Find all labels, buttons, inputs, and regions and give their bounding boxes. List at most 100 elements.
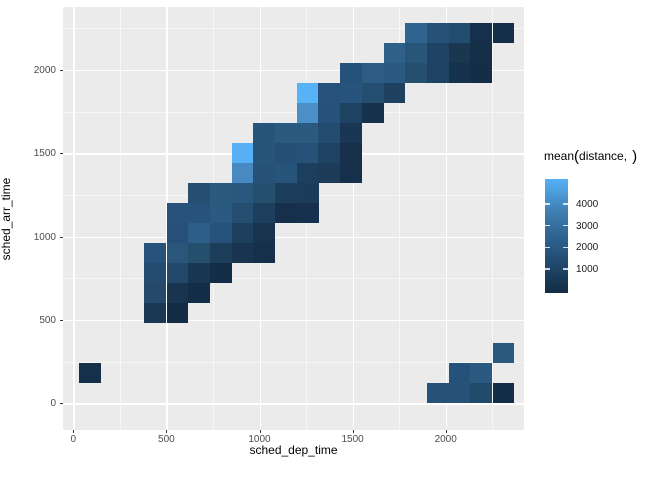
legend-tick-left (545, 246, 550, 249)
heatmap-tile (253, 183, 276, 204)
heatmap-tile (253, 123, 276, 144)
heatmap-tile (253, 243, 276, 264)
grid-major-y (63, 236, 524, 238)
heatmap-tile (362, 63, 384, 84)
legend-tick-left (545, 203, 550, 205)
grid-minor-y (63, 28, 524, 30)
heatmap-tile (470, 363, 492, 384)
legend-tick-right (563, 268, 568, 270)
heatmap-tile (383, 43, 406, 64)
heatmap-tile (166, 223, 189, 244)
heatmap-tile (427, 23, 450, 44)
heatmap-tile (339, 123, 362, 144)
x-axis-title: sched_dep_time (249, 443, 338, 457)
grid-major-y (63, 319, 524, 322)
heatmap-tile (210, 263, 232, 284)
y-tick-mark (60, 70, 63, 71)
heatmap-tile (166, 263, 189, 284)
heatmap-tile (231, 223, 254, 244)
plot-panel (63, 7, 524, 430)
heatmap-tile (470, 383, 492, 404)
heatmap-tile (427, 63, 450, 84)
heatmap-tile (297, 123, 319, 144)
legend-title-fn: mean (544, 149, 575, 163)
heatmap-tile (427, 383, 450, 404)
heatmap-tile (144, 283, 167, 304)
heatmap-tile (448, 23, 471, 44)
x-tick-label: 0 (70, 434, 77, 445)
x-tick-mark (352, 430, 354, 433)
heatmap-tile (231, 163, 254, 184)
legend-title-open-paren: ( (574, 148, 580, 165)
heatmap-tile (210, 223, 232, 244)
legend-tick-left (545, 268, 550, 270)
legend-colorbar (545, 179, 568, 293)
heatmap-tile (253, 203, 276, 224)
grid-minor-y (63, 361, 524, 363)
y-tick-label: 0 (50, 398, 56, 410)
heatmap-tile (297, 103, 319, 124)
heatmap-tile (144, 243, 167, 264)
heatmap-tile (188, 223, 210, 244)
grid-major-y (63, 403, 524, 405)
heatmap-tile (231, 203, 254, 224)
heatmap-tile (188, 203, 210, 224)
grid-minor-x (119, 7, 121, 430)
grid-minor-x (399, 7, 401, 430)
legend-tick-right (563, 224, 568, 227)
grid-minor-x (492, 7, 494, 430)
legend-title-arg: distance, (579, 149, 628, 163)
heatmap-tile (231, 243, 254, 264)
heatmap-tile (448, 63, 471, 84)
heatmap-tile (405, 43, 427, 64)
heatmap-tile (275, 143, 297, 164)
heatmap-tile (79, 363, 101, 384)
x-tick-mark (73, 430, 75, 433)
legend-tick-right (563, 203, 568, 205)
heatmap-tile (339, 63, 362, 84)
legend-label: 4000 (576, 199, 599, 211)
heatmap-tile (210, 203, 232, 224)
grid-minor-y (63, 111, 524, 113)
heatmap-tile (231, 143, 254, 164)
heatmap-tile (275, 123, 297, 144)
heatmap-tile (318, 103, 341, 124)
heatmap-tile (383, 83, 406, 104)
legend-title: mean(distance,) (544, 148, 637, 165)
legend-label: 2000 (576, 242, 599, 254)
heatmap-tile (144, 263, 167, 284)
heatmap-tile (405, 63, 427, 84)
legend-tick-right (563, 246, 568, 249)
heatmap-tile (166, 243, 189, 264)
heatmap-tile (492, 383, 515, 404)
heatmap-tile (275, 183, 297, 204)
heatmap-tile (339, 103, 362, 124)
y-tick-label: 1000 (33, 231, 56, 243)
y-tick-mark (60, 153, 63, 155)
x-tick-label: 500 (158, 434, 175, 445)
heatmap-tile (492, 23, 515, 44)
grid-minor-y (63, 278, 524, 280)
heatmap-tile (210, 243, 232, 264)
legend-tick-left (545, 224, 550, 227)
heatmap-tile (297, 183, 319, 204)
heatmap-tile (188, 263, 210, 284)
heatmap-tile (339, 143, 362, 164)
y-tick-mark (60, 403, 63, 405)
heatmap-tile (448, 383, 471, 404)
heatmap-tile (470, 43, 492, 64)
heatmap-tile (253, 143, 276, 164)
x-tick-mark (445, 430, 447, 433)
heatmap-tile (339, 163, 362, 184)
heatmap-tile (362, 83, 384, 104)
grid-major-x (73, 7, 75, 430)
y-tick-label: 2000 (33, 65, 56, 76)
heatmap-tile (297, 143, 319, 164)
heatmap-tile (427, 43, 450, 64)
heatmap-tile (470, 63, 492, 84)
heatmap-tile (297, 163, 319, 184)
legend-label: 1000 (576, 264, 599, 276)
legend: mean(distance,) 4000 3000 2000 1000 (538, 146, 672, 316)
grid-major-x (352, 7, 354, 430)
